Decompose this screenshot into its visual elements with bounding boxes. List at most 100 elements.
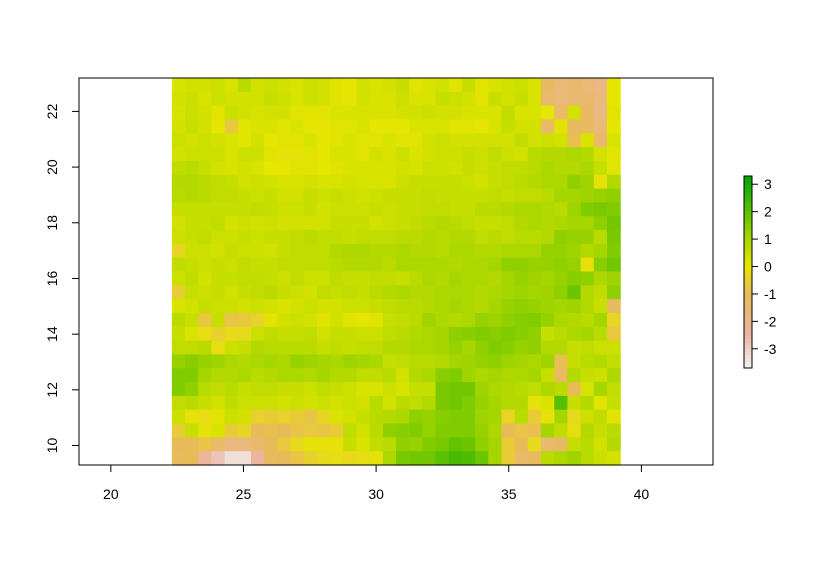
raster-cell xyxy=(264,216,278,231)
raster-cell xyxy=(396,285,410,300)
raster-cell xyxy=(409,243,423,259)
legend-color-segment xyxy=(744,345,752,350)
legend-color-segment xyxy=(744,332,752,337)
raster-cell xyxy=(606,354,621,369)
raster-cell xyxy=(264,368,278,383)
raster-cell xyxy=(211,105,226,121)
raster-cell xyxy=(198,409,213,425)
raster-cell xyxy=(343,216,358,231)
raster-cell xyxy=(567,382,582,397)
raster-cell xyxy=(606,368,621,383)
raster-cell xyxy=(593,257,608,273)
raster-cell xyxy=(580,271,595,286)
raster-cell xyxy=(356,271,371,286)
raster-cell xyxy=(290,326,305,342)
raster-cell xyxy=(382,312,397,328)
raster-cell xyxy=(461,230,476,245)
legend-color-segment xyxy=(744,182,752,187)
raster-cell xyxy=(461,437,476,452)
raster-cell xyxy=(554,423,569,438)
raster-cell xyxy=(224,188,239,203)
raster-cell xyxy=(435,91,450,107)
raster-cell xyxy=(422,147,437,162)
raster-cell xyxy=(303,119,318,134)
raster-cell xyxy=(461,271,476,286)
raster-cell xyxy=(501,395,516,411)
raster-cell xyxy=(237,91,252,107)
raster-cell xyxy=(514,105,529,121)
raster-cell xyxy=(527,243,542,259)
raster-cell xyxy=(237,78,252,93)
raster-cell xyxy=(501,299,516,314)
raster-cell xyxy=(541,160,555,176)
raster-cell xyxy=(382,119,397,134)
raster-cell xyxy=(409,257,423,273)
raster-cell xyxy=(316,78,331,93)
raster-cell xyxy=(198,299,213,314)
raster-cell xyxy=(475,230,489,245)
raster-cell xyxy=(316,105,331,121)
raster-cell xyxy=(198,285,213,300)
raster-cell xyxy=(475,285,489,300)
raster-cell xyxy=(382,105,397,121)
raster-cell xyxy=(527,216,542,231)
raster-cell xyxy=(422,299,437,314)
raster-cell xyxy=(435,423,450,438)
raster-cell xyxy=(541,257,555,273)
raster-cell xyxy=(277,312,292,328)
raster-cell xyxy=(554,243,569,259)
raster-cell xyxy=(422,78,437,93)
raster-cell xyxy=(396,257,410,273)
raster-cell xyxy=(514,285,529,300)
raster-cell xyxy=(211,243,226,259)
raster-cell xyxy=(237,188,252,203)
raster-cell xyxy=(396,243,410,259)
raster-cell xyxy=(369,409,384,425)
raster-cell xyxy=(514,119,529,134)
raster-cell xyxy=(277,243,292,259)
raster-cell xyxy=(448,188,463,203)
raster-cell xyxy=(488,451,503,466)
raster-cell xyxy=(290,423,305,438)
raster-cell xyxy=(369,105,384,121)
raster-cell xyxy=(475,299,489,314)
raster-cell xyxy=(211,230,226,245)
raster-cell xyxy=(303,257,318,273)
raster-cell xyxy=(198,202,213,217)
raster-cell xyxy=(606,119,621,134)
raster-cell xyxy=(382,299,397,314)
raster-cell xyxy=(514,188,529,203)
raster-cell xyxy=(606,312,621,328)
raster-cell xyxy=(264,133,278,148)
raster-cell xyxy=(461,91,476,107)
legend-color-segment xyxy=(744,294,752,299)
raster-cell xyxy=(435,395,450,411)
raster-cell xyxy=(567,326,582,342)
raster-cell xyxy=(396,382,410,397)
raster-cell xyxy=(237,133,252,148)
raster-cell xyxy=(237,299,252,314)
raster-cell xyxy=(171,119,186,134)
raster-cell xyxy=(211,368,226,383)
raster-cell xyxy=(593,382,608,397)
raster-cell xyxy=(330,147,344,162)
raster-cell xyxy=(330,423,344,438)
raster-cell xyxy=(250,395,265,411)
raster-cell xyxy=(606,160,621,176)
raster-cell xyxy=(409,160,423,176)
raster-cell xyxy=(541,174,555,190)
raster-cell xyxy=(356,216,371,231)
raster-cell xyxy=(396,409,410,425)
raster-cell xyxy=(567,354,582,369)
raster-cell xyxy=(343,285,358,300)
raster-cell xyxy=(448,451,463,466)
raster-cell xyxy=(527,409,542,425)
raster-cell xyxy=(422,202,437,217)
raster-cell xyxy=(343,133,358,148)
raster-cell xyxy=(224,119,239,134)
raster-cell xyxy=(448,230,463,245)
raster-cell xyxy=(488,119,503,134)
raster-cell xyxy=(501,91,516,107)
raster-cell xyxy=(488,368,503,383)
raster-cell xyxy=(501,243,516,259)
